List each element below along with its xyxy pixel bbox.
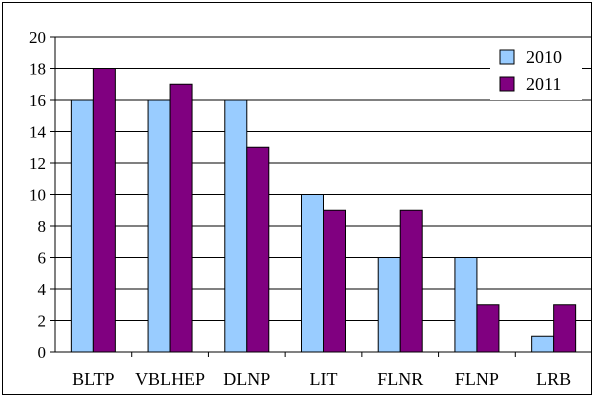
- category-label: LRB: [536, 369, 571, 389]
- legend-label-2010: 2010: [526, 47, 562, 67]
- bar-2010-FLNP: [454, 257, 478, 353]
- y-tick-label: 6: [38, 249, 47, 268]
- bar-2010-BLTP: [70, 99, 94, 353]
- y-tick-label: 16: [29, 91, 46, 110]
- bar-2011-VBLHEP: [169, 83, 193, 353]
- bar-2011-LIT: [323, 209, 346, 353]
- bar-2011-BLTP: [92, 68, 116, 353]
- y-tick-label: 0: [38, 343, 47, 362]
- bars: [70, 68, 577, 353]
- axes: [54, 37, 592, 353]
- bar-2010-VBLHEP: [147, 99, 171, 353]
- category-label: DLNP: [223, 369, 270, 389]
- legend: 2010 2011: [490, 42, 582, 100]
- category-label: VBLHEP: [135, 369, 205, 389]
- category-label: FLNP: [455, 369, 499, 389]
- y-tick-label: 14: [29, 123, 47, 142]
- y-tick-labels: 0 2 4 6 8 10 12 14 16 18 20: [29, 28, 47, 362]
- category-label: LIT: [310, 369, 338, 389]
- category-label: FLNR: [377, 369, 423, 389]
- bar-2011-FLNP: [476, 304, 500, 353]
- bar-2011-LRB: [553, 304, 577, 353]
- y-tick-label: 12: [29, 154, 46, 173]
- bar-2011-DLNP: [246, 146, 270, 353]
- y-tick-label: 2: [38, 312, 47, 331]
- legend-label-2011: 2011: [526, 74, 561, 94]
- y-tick-label: 8: [38, 217, 47, 236]
- legend-swatch-2010: [499, 49, 515, 65]
- y-tick-label: 20: [29, 28, 46, 47]
- y-tick-label: 10: [29, 186, 46, 205]
- category-labels: BLTP VBLHEP DLNP LIT FLNR FLNP LRB: [72, 369, 571, 389]
- y-tick-label: 18: [29, 60, 46, 79]
- bar-2010-LRB: [531, 335, 555, 353]
- category-label: BLTP: [72, 369, 114, 389]
- bar-2010-FLNR: [377, 257, 401, 353]
- bar-2010-DLNP: [224, 99, 248, 353]
- bar-2011-FLNR: [399, 209, 423, 353]
- y-tick-label: 4: [38, 280, 47, 299]
- bar-2010-LIT: [301, 194, 324, 353]
- legend-swatch-2011: [499, 76, 515, 92]
- x-tick-marks: [131, 352, 516, 357]
